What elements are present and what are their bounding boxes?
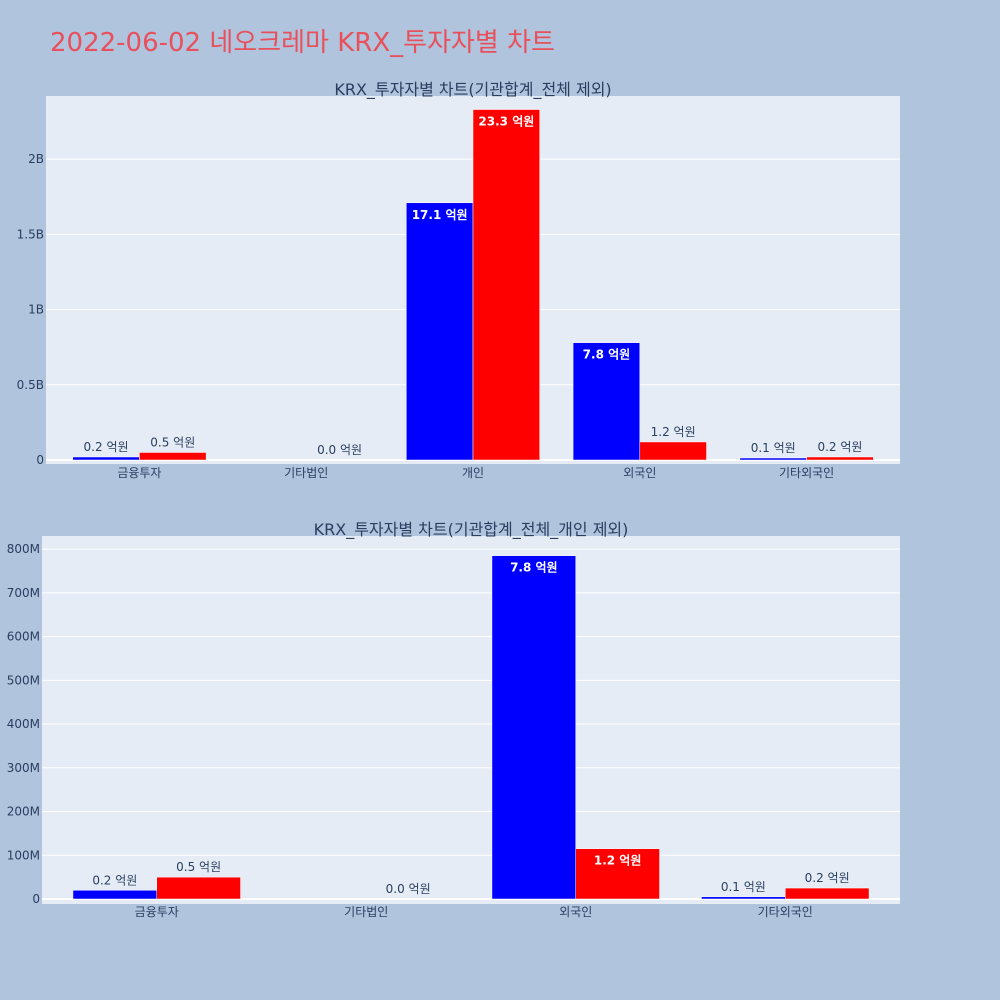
x-tick-label: 외국인 xyxy=(559,905,592,919)
bar xyxy=(406,202,474,461)
y-tick-label: 500M xyxy=(7,673,40,687)
y-tick-label: 800M xyxy=(7,542,40,556)
data-label: 0.0 억원 xyxy=(386,882,431,896)
y-tick-label: 0 xyxy=(32,892,40,906)
data-label: 23.3 억원 xyxy=(478,115,534,129)
bar xyxy=(785,887,870,900)
y-tick-label: 1B xyxy=(28,303,44,317)
x-tick-label: 개인 xyxy=(462,466,484,480)
y-tick-label: 2B xyxy=(28,152,44,166)
bar xyxy=(139,452,207,461)
chart-top: 0 0.5B 1B 1.5B 2B KRX_투자자별 차트(기관합계_전체 제외) 금융투자… xyxy=(17,80,900,480)
data-label: 1.2 억원 xyxy=(651,425,696,439)
data-label: 0.5 억원 xyxy=(176,860,221,874)
bar xyxy=(639,441,707,461)
data-label: 1.2 억원 xyxy=(594,854,642,868)
chart-title: KRX_투자자별 차트(기관합계_전체_개인 제외) xyxy=(314,520,629,540)
data-label: 7.8 억원 xyxy=(510,561,558,575)
data-label: 17.1 억원 xyxy=(412,208,468,222)
bar xyxy=(156,876,241,900)
bar xyxy=(491,555,577,900)
data-label: 0.1 억원 xyxy=(721,880,766,894)
y-tick-label: 100M xyxy=(7,848,40,862)
data-label: 0.2 억원 xyxy=(817,440,862,454)
y-tick-label: 1.5B xyxy=(17,227,44,241)
bar xyxy=(739,457,807,461)
chart-title: KRX_투자자별 차트(기관합계_전체 제외) xyxy=(334,80,611,100)
y-tick-label: 400M xyxy=(7,717,40,731)
bar xyxy=(575,848,660,900)
y-tick-label: 600M xyxy=(7,630,40,644)
x-tick-label: 외국인 xyxy=(623,466,656,480)
bar xyxy=(806,456,874,461)
bar xyxy=(472,109,540,461)
bar xyxy=(572,342,641,461)
data-label: 0.1 억원 xyxy=(751,441,796,455)
bar xyxy=(72,890,157,900)
x-tick-label: 기타법인 xyxy=(284,466,328,480)
bar xyxy=(701,896,786,900)
chart-bottom: 0 100M 200M 300M 400M 500M 600M 700M 800M KRX_투자자… xyxy=(7,520,900,919)
page-title: 2022-06-02 네오크레마 KRX_투자자별 차트 xyxy=(50,28,555,58)
x-tick-label: 기타법인 xyxy=(344,905,388,919)
x-tick-label: 기타외국인 xyxy=(758,905,813,919)
data-label: 0.5 억원 xyxy=(150,435,195,449)
data-label: 7.8 억원 xyxy=(583,348,631,362)
bar xyxy=(72,456,140,461)
y-tick-label: 200M xyxy=(7,805,40,819)
x-tick-label: 금융투자 xyxy=(135,905,179,919)
plot-area xyxy=(42,536,900,904)
data-label: 0.0 억원 xyxy=(317,443,362,457)
x-tick-label: 기타외국인 xyxy=(779,466,834,480)
y-tick-label: 700M xyxy=(7,586,40,600)
x-tick-label: 금융투자 xyxy=(117,466,161,480)
data-label: 0.2 억원 xyxy=(92,873,137,887)
data-label: 0.2 억원 xyxy=(805,871,850,885)
y-tick-label: 0 xyxy=(36,453,44,467)
y-tick-label: 300M xyxy=(7,761,40,775)
data-label: 0.2 억원 xyxy=(84,440,129,454)
y-tick-label: 0.5B xyxy=(17,378,44,392)
